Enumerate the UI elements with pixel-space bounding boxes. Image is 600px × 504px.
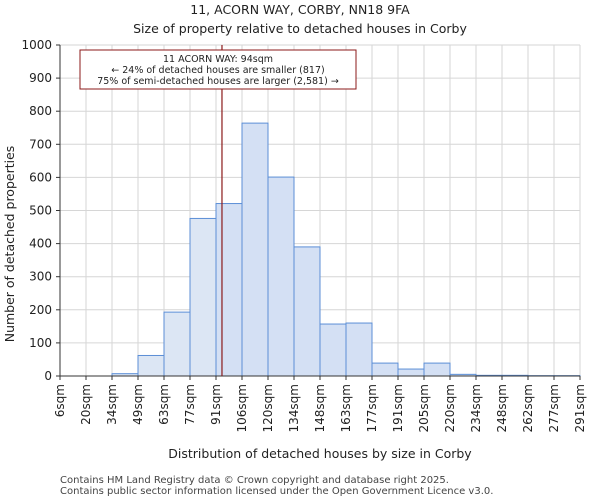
x-tick-label: 148sqm [313,384,327,432]
chart-title: 11, ACORN WAY, CORBY, NN18 9FA [190,2,410,17]
bar [424,363,450,376]
x-tick-label: 262sqm [521,384,535,432]
y-tick-label: 600 [29,170,52,184]
x-tick-label: 120sqm [261,384,275,432]
y-axis-label: Number of detached properties [2,146,17,343]
bar [320,324,346,376]
annotation-line-1: 11 ACORN WAY: 94sqm [163,54,273,65]
bar [346,323,372,376]
y-tick-label: 900 [29,71,52,85]
bar [138,355,164,376]
x-tick-label: 34sqm [105,384,119,425]
bar [190,218,216,376]
x-tick-label: 177sqm [365,384,379,432]
x-tick-label: 277sqm [547,384,561,432]
bar [268,177,294,376]
bar [398,369,424,376]
x-tick-label: 134sqm [287,384,301,432]
x-tick-label: 248sqm [495,384,509,432]
annotation-line-3: 75% of semi-detached houses are larger (… [97,76,339,87]
y-tick-label: 500 [29,204,52,218]
bar [242,123,268,376]
bar [164,312,190,376]
x-axis-label: Distribution of detached houses by size … [168,446,472,461]
annotation-line-2: ← 24% of detached houses are smaller (81… [111,65,324,76]
x-tick-label: 77sqm [183,384,197,425]
y-tick-label: 200 [29,303,52,317]
y-tick-label: 1000 [21,38,52,52]
footer-line-2: Contains public sector information licen… [60,486,493,497]
x-tick-label: 220sqm [443,384,457,432]
footer-line-1: Contains HM Land Registry data © Crown c… [60,475,449,486]
chart-subtitle: Size of property relative to detached ho… [133,21,467,36]
x-tick-label: 20sqm [79,384,93,425]
y-tick-label: 800 [29,104,52,118]
y-tick-label: 700 [29,137,52,151]
x-tick-label: 205sqm [417,384,431,432]
x-tick-label: 91sqm [209,384,223,425]
x-tick-label: 6sqm [53,384,67,417]
bar [372,363,398,376]
x-tick-label: 63sqm [157,384,171,425]
y-tick-label: 100 [29,336,52,350]
annotation-box: 11 ACORN WAY: 94sqm ← 24% of detached ho… [80,50,356,89]
y-tick-label: 300 [29,270,52,284]
x-tick-label: 163sqm [339,384,353,432]
y-tick-label: 0 [44,369,52,383]
x-tick-label: 291sqm [573,384,587,432]
y-tick-label: 400 [29,237,52,251]
x-tick-label: 234sqm [469,384,483,432]
x-tick-label: 49sqm [131,384,145,425]
x-tick-label: 106sqm [235,384,249,432]
bar [216,204,242,376]
bar [294,247,320,376]
x-tick-label: 191sqm [391,384,405,432]
